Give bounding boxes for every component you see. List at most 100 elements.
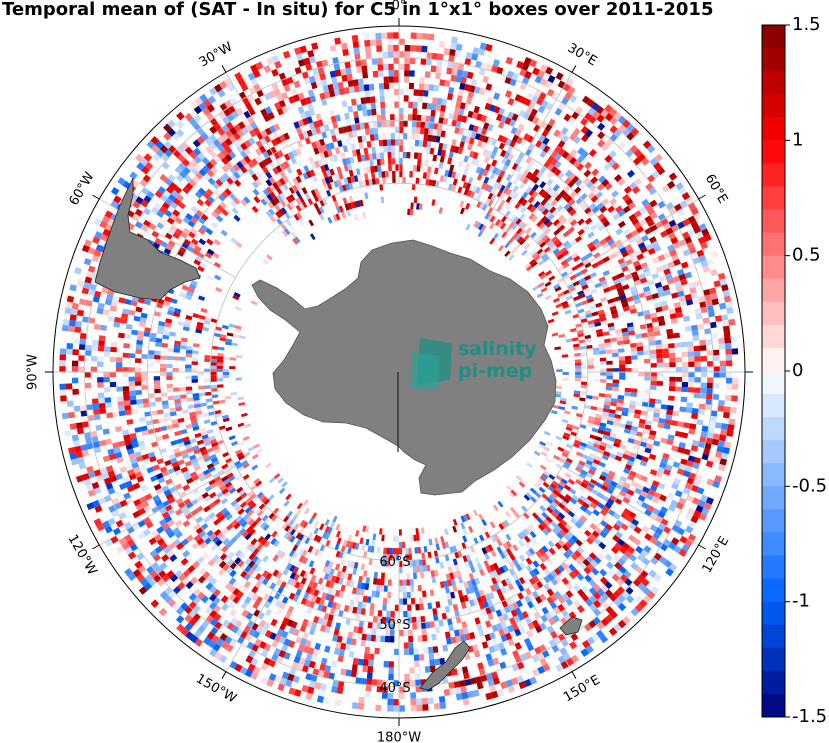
colorbar-swatch	[762, 140, 785, 164]
data-cell	[291, 514, 298, 522]
data-cell	[206, 429, 214, 435]
data-cell	[557, 214, 565, 222]
data-cell	[532, 512, 539, 520]
data-cell	[389, 554, 393, 561]
data-cell	[565, 255, 574, 263]
data-cell	[550, 520, 558, 528]
data-cell	[210, 368, 217, 372]
data-cell	[225, 426, 233, 432]
data-cell	[545, 269, 553, 277]
data-cell	[439, 562, 445, 569]
data-cell	[550, 510, 558, 518]
data-cell	[316, 208, 322, 216]
data-cell	[431, 179, 437, 187]
data-cell	[498, 523, 505, 531]
data-cell	[613, 417, 621, 423]
data-cell	[487, 199, 494, 207]
data-cell	[210, 457, 219, 464]
data-cell	[539, 232, 547, 239]
data-cell	[576, 261, 585, 269]
data-cell	[327, 216, 333, 224]
data-cell	[592, 347, 600, 352]
data-cell	[473, 537, 479, 545]
data-cell	[192, 393, 200, 398]
data-cell	[232, 294, 240, 301]
data-cell	[344, 203, 350, 211]
data-cell	[360, 154, 366, 162]
data-cell	[290, 231, 297, 239]
data-cell	[202, 412, 209, 418]
data-cell	[591, 446, 599, 453]
data-cell	[604, 397, 612, 402]
data-cell	[244, 506, 252, 514]
data-cell	[340, 152, 346, 160]
data-cell	[228, 487, 237, 495]
data-cell	[477, 230, 484, 238]
data-cell	[192, 350, 199, 355]
data-cell	[473, 220, 479, 228]
data-cell	[212, 445, 220, 451]
data-cell	[302, 172, 309, 180]
data-cell	[219, 485, 227, 492]
data-cell	[560, 499, 568, 507]
data-cell	[562, 303, 570, 309]
data-cell	[533, 450, 541, 457]
data-cell	[193, 448, 201, 455]
data-cell	[273, 539, 280, 548]
data-cell	[395, 554, 399, 561]
data-cell	[338, 205, 344, 213]
data-cell	[588, 415, 596, 421]
data-cell	[370, 172, 376, 179]
data-cell	[406, 151, 411, 159]
data-cell	[307, 531, 314, 539]
data-cell	[606, 368, 613, 372]
data-cell	[540, 287, 548, 293]
data-cell	[220, 507, 228, 515]
data-cell	[174, 340, 181, 346]
data-cell	[216, 362, 224, 366]
data-cell	[349, 580, 355, 588]
data-cell	[478, 513, 484, 521]
data-cell	[556, 277, 565, 284]
data-cell	[426, 172, 431, 180]
data-cell	[250, 300, 258, 306]
data-cell	[256, 543, 264, 551]
data-cell	[577, 308, 585, 314]
data-cell	[532, 285, 540, 291]
data-cell	[348, 195, 354, 203]
data-cell	[282, 515, 290, 523]
data-cell	[428, 538, 433, 546]
data-cell	[589, 272, 597, 279]
data-cell	[451, 171, 457, 179]
data-cell	[447, 183, 453, 191]
data-cell	[192, 461, 200, 468]
data-cell	[217, 469, 225, 476]
data-cell	[495, 168, 502, 176]
data-cell	[557, 493, 565, 500]
data-cell	[560, 271, 568, 278]
data-cell	[402, 177, 406, 184]
data-cell	[539, 505, 547, 512]
data-cell	[562, 274, 570, 281]
data-cell	[553, 228, 561, 236]
data-cell	[190, 279, 198, 286]
data-cell	[260, 496, 268, 504]
data-cell	[439, 175, 445, 182]
data-cell	[497, 500, 504, 508]
data-cell	[483, 560, 490, 568]
data-cell	[228, 323, 236, 329]
data-cell	[539, 273, 547, 280]
data-cell	[383, 547, 387, 554]
data-cell	[612, 352, 619, 358]
data-cell	[212, 400, 220, 405]
data-cell	[383, 585, 388, 592]
data-cell	[229, 357, 237, 361]
data-cell	[177, 417, 185, 423]
data-cell	[298, 533, 305, 541]
data-cell	[185, 386, 193, 391]
data-cell	[203, 440, 212, 447]
data-cell	[496, 204, 503, 212]
data-cell	[592, 458, 601, 466]
data-cell	[463, 155, 469, 163]
data-cell	[410, 585, 415, 592]
